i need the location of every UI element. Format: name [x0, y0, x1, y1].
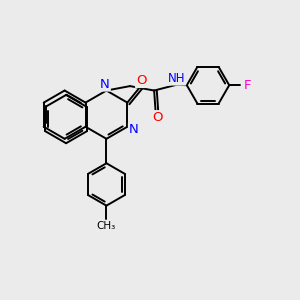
Text: O: O — [136, 74, 146, 87]
Text: N: N — [100, 77, 110, 91]
Text: F: F — [244, 79, 251, 92]
Text: O: O — [152, 111, 162, 124]
Text: CH₃: CH₃ — [97, 221, 116, 231]
Text: NH: NH — [168, 72, 185, 85]
Text: N: N — [129, 123, 139, 136]
